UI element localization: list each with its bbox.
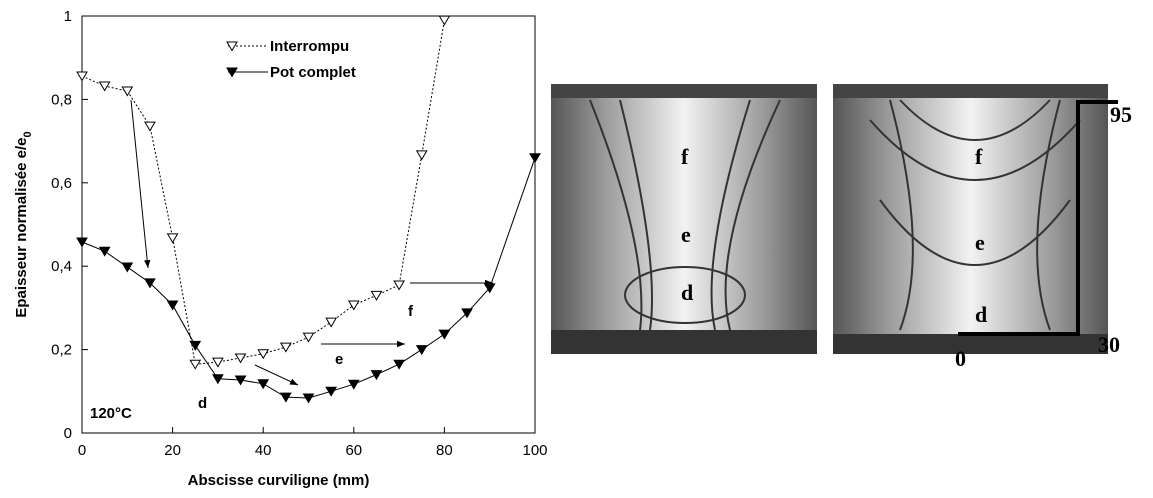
y-tick-label: 0,4 (51, 258, 72, 275)
data-point (98, 81, 111, 92)
data-point (257, 379, 270, 390)
data-point (438, 329, 451, 340)
photo-rim (551, 84, 817, 98)
data-point (166, 300, 179, 311)
x-tick-label: 80 (436, 442, 453, 459)
data-point (257, 349, 270, 360)
data-point (144, 278, 156, 289)
photo-label: 95 (1110, 102, 1132, 127)
data-point (279, 392, 292, 403)
photo-label: 0 (955, 346, 966, 371)
legend-label: Pot complet (270, 64, 356, 81)
photo-base (551, 330, 817, 354)
data-point (325, 317, 338, 328)
data-point (121, 262, 134, 273)
annotation: 120°C (90, 405, 132, 422)
y-axis-label: Epaisseur normalisée e/e0 (13, 131, 34, 317)
series-line (81, 157, 536, 399)
legend-marker (226, 67, 238, 78)
annotation: f (408, 303, 414, 320)
scale-line (958, 100, 1118, 336)
photo-label: e (681, 222, 691, 247)
x-tick-label: 100 (522, 442, 547, 459)
photo-label: f (681, 144, 689, 169)
photo-label: f (975, 144, 983, 169)
data-point (347, 379, 360, 390)
plot-frame (81, 15, 536, 434)
x-tick-label: 20 (164, 442, 181, 459)
arrow (254, 364, 299, 386)
photo-base (833, 334, 1108, 354)
data-point (212, 357, 224, 368)
data-point (415, 150, 428, 161)
arrow (130, 99, 151, 269)
y-axis-label-sub: 0 (22, 131, 34, 137)
legend-label: Interrompu (270, 38, 349, 55)
y-tick-label: 0,8 (51, 91, 72, 108)
data-point (438, 15, 451, 26)
data-point (370, 370, 383, 381)
y-tick-label: 0,6 (51, 175, 72, 192)
data-point (212, 374, 224, 385)
photo-rim (833, 84, 1108, 98)
photo-grid (589, 99, 781, 331)
data-point (189, 359, 202, 370)
photo-label: d (681, 280, 693, 305)
photo-background (551, 84, 817, 354)
x-axis-label: Abscisse curviligne (mm) (188, 472, 370, 489)
photo: f e d (551, 84, 817, 354)
data-point (370, 290, 383, 301)
data-point (325, 386, 338, 397)
x-tick-label: 0 (78, 442, 86, 459)
data-point (302, 332, 315, 343)
data-point (302, 393, 315, 404)
data-point (393, 280, 405, 291)
data-point (76, 71, 88, 82)
data-point (461, 308, 473, 319)
data-point (166, 233, 179, 244)
data-point (234, 375, 247, 386)
photo-grid (624, 266, 746, 324)
x-tick-label: 40 (255, 442, 272, 459)
data-point (189, 340, 202, 351)
annotation: d (198, 395, 207, 412)
data-point (234, 353, 247, 364)
data-point (98, 246, 111, 257)
y-tick-label: 1 (64, 8, 72, 25)
photo-label: 30 (1098, 332, 1120, 357)
data-point (347, 300, 360, 311)
legend-marker (226, 41, 238, 52)
x-tick-label: 60 (345, 442, 362, 459)
data-point (76, 237, 88, 248)
data-point (144, 121, 156, 132)
y-tick-label: 0,2 (51, 342, 72, 359)
annotation: e (335, 351, 343, 368)
data-point (529, 153, 541, 164)
data-point (279, 342, 292, 353)
photo: f e d 0 30 95 (833, 84, 1132, 371)
photo-label: e (975, 230, 985, 255)
photo-grid (869, 99, 1081, 331)
data-point (415, 345, 428, 356)
plot: 0 0,2 0,4 0,6 0,8 1 0 20 40 60 80 100 Abscisse curvi… (13, 8, 548, 489)
data-point (121, 86, 134, 97)
data-point (393, 359, 405, 370)
y-tick-label: 0 (64, 425, 72, 442)
photo-label: d (975, 302, 987, 327)
